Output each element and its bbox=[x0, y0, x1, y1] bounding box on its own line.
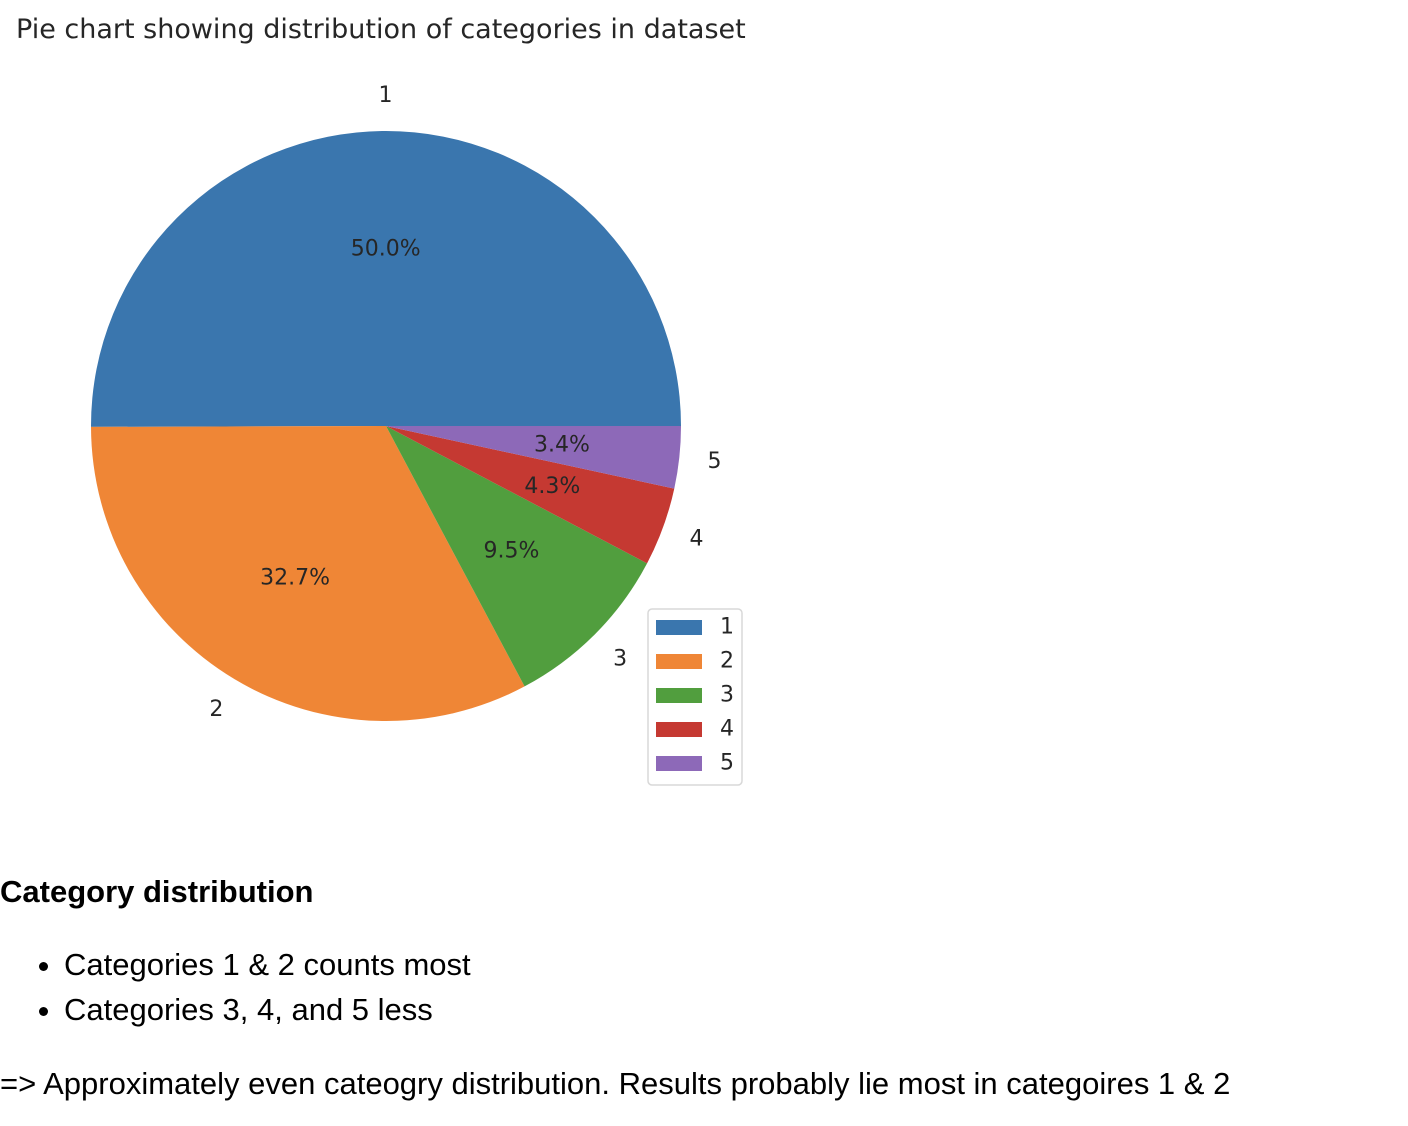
percentage-label-3: 9.5% bbox=[483, 538, 539, 563]
pie-slice-2 bbox=[91, 426, 525, 721]
category-label-5: 5 bbox=[708, 449, 722, 474]
category-label-1: 1 bbox=[378, 83, 392, 108]
chart-title: Pie chart showing distribution of catego… bbox=[16, 14, 746, 45]
legend-label-1: 1 bbox=[720, 615, 734, 640]
legend-swatch-1 bbox=[656, 620, 702, 635]
pie-slice-5 bbox=[386, 426, 681, 489]
notes-list: Categories 1 & 2 counts most Categories … bbox=[0, 942, 471, 1032]
conclusion-text: => Approximately even cateogry distribut… bbox=[0, 1066, 1231, 1101]
percentage-label-2: 32.7% bbox=[260, 565, 330, 590]
legend-label-4: 4 bbox=[720, 717, 734, 742]
legend-swatch-2 bbox=[656, 654, 702, 669]
legend-label-5: 5 bbox=[720, 751, 734, 776]
legend-swatch-3 bbox=[656, 688, 702, 703]
percentage-label-1: 50.0% bbox=[351, 237, 421, 262]
category-label-4: 4 bbox=[689, 527, 703, 552]
legend-label-3: 3 bbox=[720, 683, 734, 708]
legend: 1 2 3 4 5 bbox=[647, 608, 743, 786]
category-label-3: 3 bbox=[613, 647, 627, 672]
legend-label-2: 2 bbox=[720, 649, 734, 674]
category-labels: 1 2 3 4 5 bbox=[209, 83, 721, 722]
pie-chart: 1 2 3 4 5 50.0% 32.7% 9.5% 4.3% 3.4% 1 2 3 4 5 bbox=[90, 83, 743, 786]
list-item: Categories 1 & 2 counts most bbox=[64, 942, 471, 987]
pie-slice-3 bbox=[386, 426, 648, 687]
pie-slice-4 bbox=[386, 426, 675, 564]
percentage-labels: 50.0% 32.7% 9.5% 4.3% 3.4% bbox=[260, 237, 590, 591]
legend-swatch-5 bbox=[656, 756, 702, 771]
list-item: Categories 3, 4, and 5 less bbox=[64, 987, 471, 1032]
percentage-label-4: 4.3% bbox=[524, 474, 580, 499]
pie-slice-1 bbox=[90, 130, 681, 427]
percentage-label-5: 3.4% bbox=[534, 432, 590, 457]
pie-slices bbox=[90, 130, 681, 721]
section-heading: Category distribution bbox=[0, 874, 314, 909]
category-label-2: 2 bbox=[209, 697, 223, 722]
legend-swatch-4 bbox=[656, 722, 702, 737]
